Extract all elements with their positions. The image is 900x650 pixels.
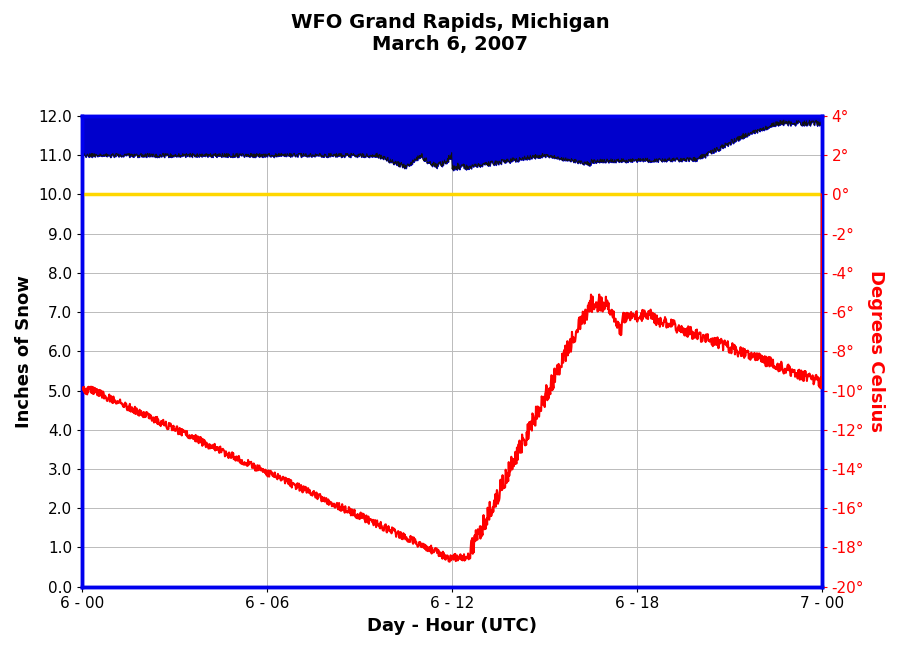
Text: WFO Grand Rapids, Michigan
March 6, 2007: WFO Grand Rapids, Michigan March 6, 2007	[291, 13, 609, 54]
Y-axis label: Degrees Celsius: Degrees Celsius	[867, 270, 885, 432]
Y-axis label: Inches of Snow: Inches of Snow	[15, 275, 33, 428]
X-axis label: Day - Hour (UTC): Day - Hour (UTC)	[367, 617, 537, 635]
